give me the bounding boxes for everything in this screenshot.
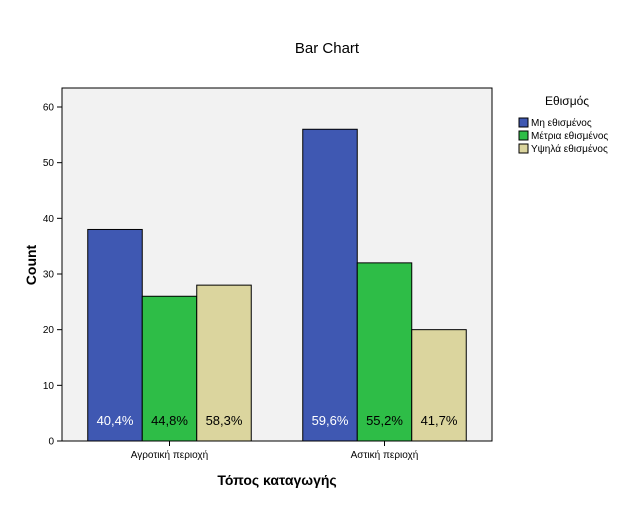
data-label: 40,4% (97, 413, 134, 428)
chart-title: Bar Chart (295, 40, 360, 57)
y-tick-label: 40 (43, 214, 55, 225)
legend-label: Υψηλά εθισμένος (531, 143, 608, 155)
x-tick-label: Αγροτική περιοχή (131, 449, 208, 461)
x-axis-title: Τόπος καταγωγής (217, 472, 336, 488)
legend-label: Μέτρια εθισμένος (531, 130, 608, 142)
y-tick-label: 50 (43, 158, 55, 169)
bar (411, 329, 467, 442)
y-tick-label: 0 (48, 437, 54, 448)
data-label: 44,8% (151, 413, 188, 428)
data-label: 59,6% (312, 413, 349, 428)
bar (87, 228, 143, 442)
data-label: 58,3% (206, 413, 243, 428)
bar (196, 284, 252, 442)
legend-swatch (518, 117, 529, 128)
legend-label: Μη εθισμένος (531, 117, 592, 129)
bar (141, 295, 198, 442)
y-tick-label: 20 (43, 325, 55, 336)
data-label: 55,2% (366, 413, 403, 428)
bar (302, 128, 358, 442)
y-axis: 0 10 20 30 40 50 60 (43, 103, 62, 448)
legend-swatch (518, 130, 529, 141)
x-axis: Αγροτική περιοχή Αστική περιοχή (131, 441, 419, 461)
legend-swatch (518, 143, 529, 154)
y-tick-label: 60 (43, 103, 55, 114)
y-tick-label: 10 (43, 381, 55, 392)
bars-group: 40,4% 44,8% 58,3% 59,6% 55,2% 41,7% (87, 128, 467, 442)
y-axis-title: Count (23, 244, 39, 285)
legend-title: Εθισμός (545, 94, 589, 108)
x-tick-label: Αστική περιοχή (351, 449, 419, 461)
data-label: 41,7% (421, 413, 458, 428)
y-tick-label: 30 (43, 270, 55, 281)
